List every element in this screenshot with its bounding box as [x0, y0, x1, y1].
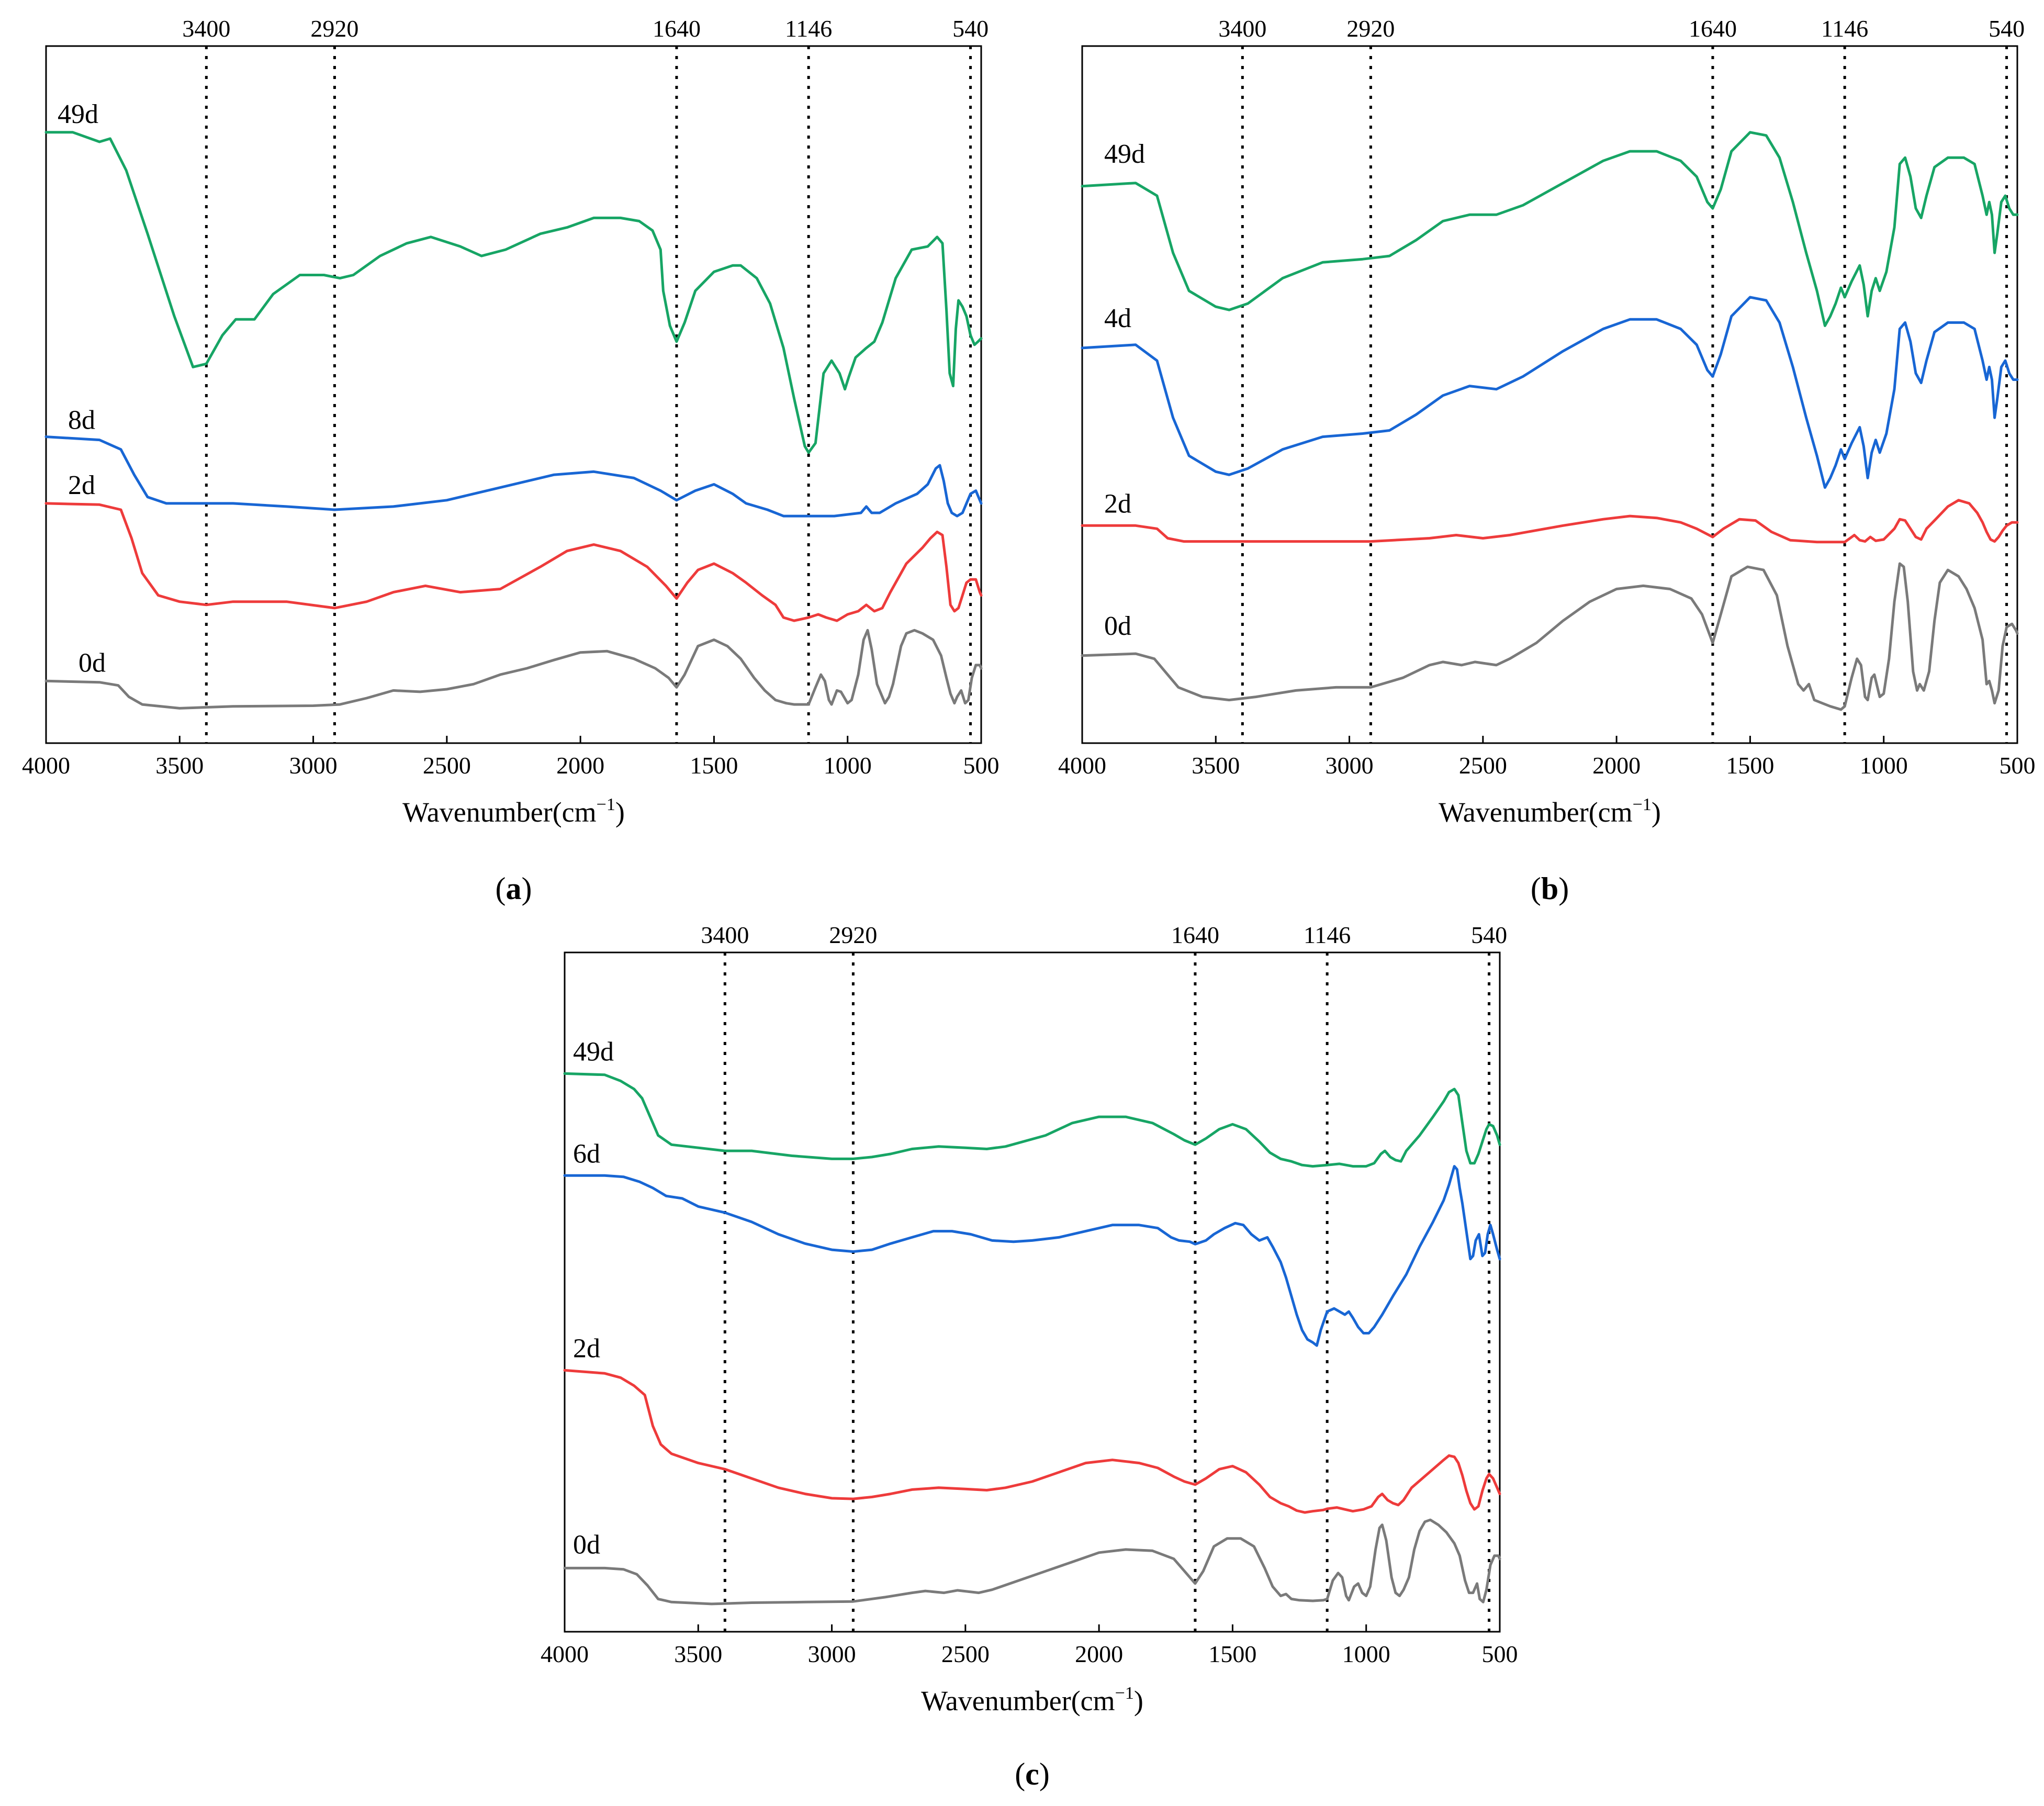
x-tick-label: 1500	[1726, 752, 1774, 779]
reference-label-540: 540	[1471, 922, 1507, 948]
reference-label-1146: 1146	[1304, 922, 1351, 948]
series-line-4d	[1081, 296, 2019, 489]
series-line-6d	[563, 1165, 1501, 1347]
series-label-49d: 49d	[58, 99, 98, 129]
series-line-49d	[44, 131, 983, 454]
series-line-49d	[563, 1072, 1501, 1168]
x-axis-title-close: )	[615, 797, 625, 828]
reference-label-1640: 1640	[1171, 922, 1219, 948]
x-tick-label: 2000	[556, 752, 604, 779]
x-axis-title-superscript: −1	[1633, 795, 1652, 814]
series-line-0d	[1081, 562, 2019, 711]
x-tick-label: 500	[1482, 1641, 1518, 1667]
series-label-49d: 49d	[573, 1037, 614, 1067]
reference-label-1146: 1146	[785, 15, 832, 42]
x-tick-label: 2000	[1592, 752, 1641, 779]
reference-label-2920: 2920	[310, 15, 358, 42]
series-label-0d: 0d	[78, 648, 106, 678]
series-label-0d: 0d	[573, 1530, 600, 1560]
panel-caption: (a)	[496, 871, 532, 906]
x-tick-label: 4000	[22, 752, 70, 779]
x-axis-title-text: Wavenumber(cm	[402, 797, 597, 828]
panel-caption-open: (	[1531, 871, 1541, 906]
reference-label-540: 540	[1989, 15, 2025, 42]
x-tick-label: 1000	[1860, 752, 1908, 779]
x-tick-label: 3000	[289, 752, 338, 779]
series-line-49d	[1081, 131, 2019, 327]
series-label-2d: 2d	[68, 470, 95, 500]
x-tick-label: 2500	[1459, 752, 1507, 779]
series-label-4d: 4d	[1104, 304, 1131, 333]
panel-caption-letter: c	[1025, 1757, 1039, 1791]
x-axis-title-close: )	[1652, 797, 1661, 828]
x-tick-label: 4000	[1058, 752, 1106, 779]
x-tick-label: 2000	[1075, 1641, 1123, 1667]
x-axis-title: Wavenumber(cm−1)	[402, 795, 625, 828]
x-tick-label: 2500	[941, 1641, 990, 1667]
x-tick-label: 3500	[674, 1641, 722, 1667]
x-tick-label: 3500	[155, 752, 204, 779]
x-axis-title-close: )	[1134, 1685, 1143, 1717]
x-tick-label: 2500	[423, 752, 471, 779]
x-tick-label: 500	[963, 752, 999, 779]
panel-c-chart: 4000 3500 3000 2500 2000 1500 1000 500 Wavenumbe…	[541, 922, 1518, 1791]
x-tick-label: 1000	[824, 752, 872, 779]
panel-caption-open: (	[1015, 1757, 1025, 1791]
x-axis-title-text: Wavenumber(cm	[921, 1685, 1115, 1717]
x-axis-title-text: Wavenumber(cm	[1439, 797, 1633, 828]
series-line-2d	[44, 502, 983, 622]
x-axis-title: Wavenumber(cm−1)	[1439, 795, 1661, 828]
x-tick-label: 500	[2000, 752, 2036, 779]
x-tick-label: 1500	[690, 752, 738, 779]
panel-a-chart: 4000 3500 3000 2500 2000 1500 1000 500 Wavenumbe…	[22, 15, 999, 906]
reference-label-1640: 1640	[1689, 15, 1737, 42]
series-label-0d: 0d	[1104, 611, 1131, 641]
plot-frame	[1081, 45, 2018, 744]
series-label-2d: 2d	[1104, 489, 1131, 519]
x-axis-title-superscript: −1	[597, 795, 615, 814]
series-label-49d: 49d	[1104, 139, 1145, 169]
plot-frame	[564, 951, 1501, 1633]
series-label-6d: 6d	[573, 1139, 600, 1169]
panel-caption-close: )	[522, 871, 532, 906]
series-line-2d	[1081, 499, 2019, 544]
series-line-2d	[563, 1368, 1501, 1514]
reference-label-540: 540	[952, 15, 989, 42]
series-line-0d	[563, 1518, 1501, 1606]
series-label-8d: 8d	[68, 406, 95, 435]
x-tick-label: 3000	[808, 1641, 856, 1667]
x-tick-label: 1000	[1342, 1641, 1390, 1667]
series-line-8d	[44, 435, 983, 518]
reference-label-2920: 2920	[829, 922, 877, 948]
panel-caption: (c)	[1015, 1757, 1050, 1791]
series-label-2d: 2d	[573, 1333, 600, 1363]
plot-frame	[45, 45, 982, 744]
reference-label-1640: 1640	[653, 15, 701, 42]
panel-b-chart: 4000 3500 3000 2500 2000 1500 1000 500 Wavenumbe…	[1058, 15, 2036, 906]
panel-caption-letter: a	[506, 871, 522, 906]
panel-caption-open: (	[496, 871, 506, 906]
x-tick-label: 4000	[541, 1641, 589, 1667]
panel-caption: (b)	[1531, 871, 1569, 906]
x-tick-label: 3500	[1192, 752, 1240, 779]
x-axis-title: Wavenumber(cm−1)	[921, 1684, 1143, 1717]
x-axis-title-superscript: −1	[1115, 1684, 1134, 1703]
series-line-0d	[44, 629, 983, 710]
x-tick-label: 1500	[1208, 1641, 1256, 1667]
reference-label-3400: 3400	[701, 922, 749, 948]
reference-label-2920: 2920	[1346, 15, 1395, 42]
reference-label-3400: 3400	[182, 15, 230, 42]
panel-caption-letter: b	[1541, 871, 1558, 906]
reference-label-1146: 1146	[1821, 15, 1868, 42]
reference-label-3400: 3400	[1218, 15, 1266, 42]
x-tick-label: 3000	[1326, 752, 1374, 779]
panel-caption-close: )	[1558, 871, 1569, 906]
panel-caption-close: )	[1039, 1757, 1050, 1791]
